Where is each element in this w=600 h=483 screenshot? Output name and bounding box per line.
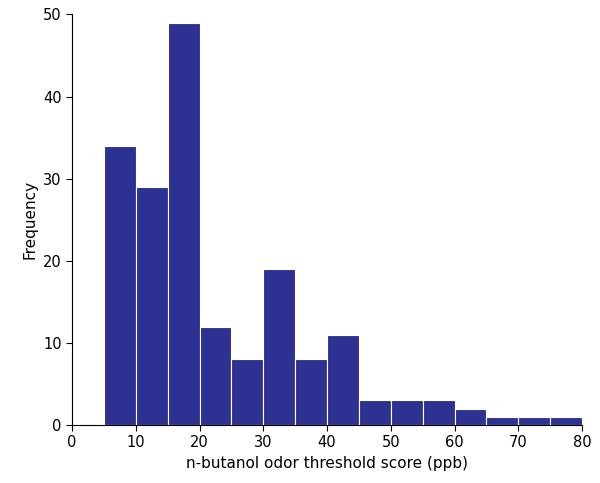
Bar [232, 359, 263, 425]
Bar [359, 400, 391, 425]
X-axis label: n-butanol odor threshold score (ppb): n-butanol odor threshold score (ppb) [186, 456, 468, 471]
Bar [104, 146, 136, 425]
Bar [136, 187, 167, 425]
Bar [422, 400, 455, 425]
Bar [391, 400, 422, 425]
Bar [487, 417, 518, 425]
Bar [199, 327, 232, 425]
Bar [327, 335, 359, 425]
Bar [167, 23, 199, 425]
Bar [295, 359, 327, 425]
Bar [263, 269, 295, 425]
Bar [550, 417, 582, 425]
Bar [455, 409, 487, 425]
Bar [518, 417, 550, 425]
Y-axis label: Frequency: Frequency [22, 180, 37, 259]
